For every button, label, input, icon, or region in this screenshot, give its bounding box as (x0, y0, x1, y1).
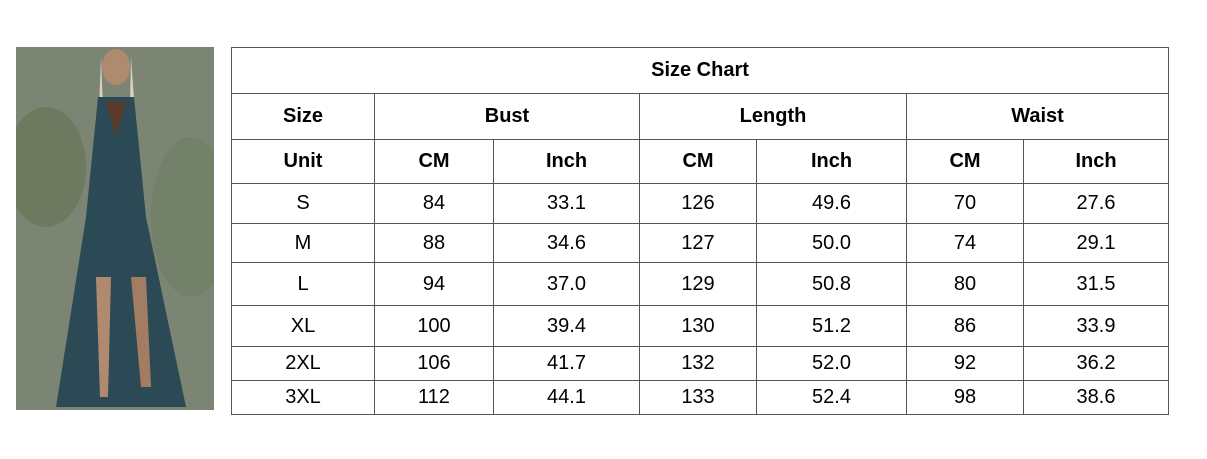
measurement-cell: 88 (374, 223, 494, 263)
measurement-cell: 33.1 (493, 183, 640, 224)
measurement-cell: 70 (906, 183, 1024, 224)
measurement-cell: 39.4 (493, 305, 640, 347)
unit-cell: CM (639, 139, 757, 184)
measurement-cell: 31.5 (1022, 262, 1170, 306)
size-cell: M (231, 223, 375, 263)
measurement-cell: 112 (374, 380, 494, 415)
unit-cell: CM (906, 139, 1024, 184)
measurement-cell: 41.7 (493, 346, 640, 381)
measurement-cell: 132 (639, 346, 757, 381)
header-bust: Bust (374, 93, 640, 140)
measurement-cell: 36.2 (1022, 346, 1170, 381)
table-row: S 84 33.1 126 49.6 70 27.6 (231, 183, 1170, 224)
measurement-cell: 98 (906, 380, 1024, 415)
unit-cell: Unit (231, 139, 375, 184)
table-row: L 94 37.0 129 50.8 80 31.5 (231, 262, 1170, 306)
measurement-cell: 27.6 (1022, 183, 1170, 224)
size-cell: 3XL (231, 380, 375, 415)
measurement-cell: 34.6 (493, 223, 640, 263)
size-cell: S (231, 183, 375, 224)
measurement-cell: 92 (906, 346, 1024, 381)
measurement-cell: 37.0 (493, 262, 640, 306)
unit-cell: Inch (1022, 139, 1170, 184)
measurement-cell: 44.1 (493, 380, 640, 415)
product-photo (16, 47, 214, 410)
measurement-cell: 38.6 (1022, 380, 1170, 415)
measurement-cell: 127 (639, 223, 757, 263)
header-row: Size Bust Length Waist (231, 93, 1170, 140)
measurement-cell: 133 (639, 380, 757, 415)
size-cell: L (231, 262, 375, 306)
measurement-cell: 33.9 (1022, 305, 1170, 347)
measurement-cell: 100 (374, 305, 494, 347)
measurement-cell: 52.0 (756, 346, 907, 381)
header-waist: Waist (905, 93, 1170, 140)
size-chart-table: Size Chart Size Bust Length Waist Unit C… (230, 47, 1170, 415)
measurement-cell: 86 (906, 305, 1024, 347)
table-row: M 88 34.6 127 50.0 74 29.1 (231, 223, 1170, 263)
title-row: Size Chart (230, 47, 1170, 94)
unit-row: Unit CM Inch CM Inch CM Inch (231, 139, 1170, 184)
measurement-cell: 106 (374, 346, 494, 381)
size-cell: 2XL (231, 346, 375, 381)
measurement-cell: 74 (906, 223, 1024, 263)
measurement-cell: 130 (639, 305, 757, 347)
header-length: Length (639, 93, 907, 140)
table-row: XL 100 39.4 130 51.2 86 33.9 (231, 305, 1170, 347)
measurement-cell: 29.1 (1022, 223, 1170, 263)
measurement-cell: 84 (374, 183, 494, 224)
measurement-cell: 129 (639, 262, 757, 306)
header-size: Size (231, 93, 375, 140)
unit-cell: CM (374, 139, 494, 184)
measurement-cell: 126 (639, 183, 757, 224)
measurement-cell: 49.6 (756, 183, 907, 224)
model-in-dress-image (16, 47, 214, 410)
table-title: Size Chart (230, 47, 1170, 94)
table-row: 2XL 106 41.7 132 52.0 92 36.2 (231, 346, 1170, 381)
unit-cell: Inch (756, 139, 907, 184)
measurement-cell: 52.4 (756, 380, 907, 415)
measurement-cell: 80 (906, 262, 1024, 306)
measurement-cell: 51.2 (756, 305, 907, 347)
measurement-cell: 94 (374, 262, 494, 306)
size-cell: XL (231, 305, 375, 347)
measurement-cell: 50.0 (756, 223, 907, 263)
unit-cell: Inch (493, 139, 640, 184)
table-row: 3XL 112 44.1 133 52.4 98 38.6 (231, 380, 1170, 415)
measurement-cell: 50.8 (756, 262, 907, 306)
